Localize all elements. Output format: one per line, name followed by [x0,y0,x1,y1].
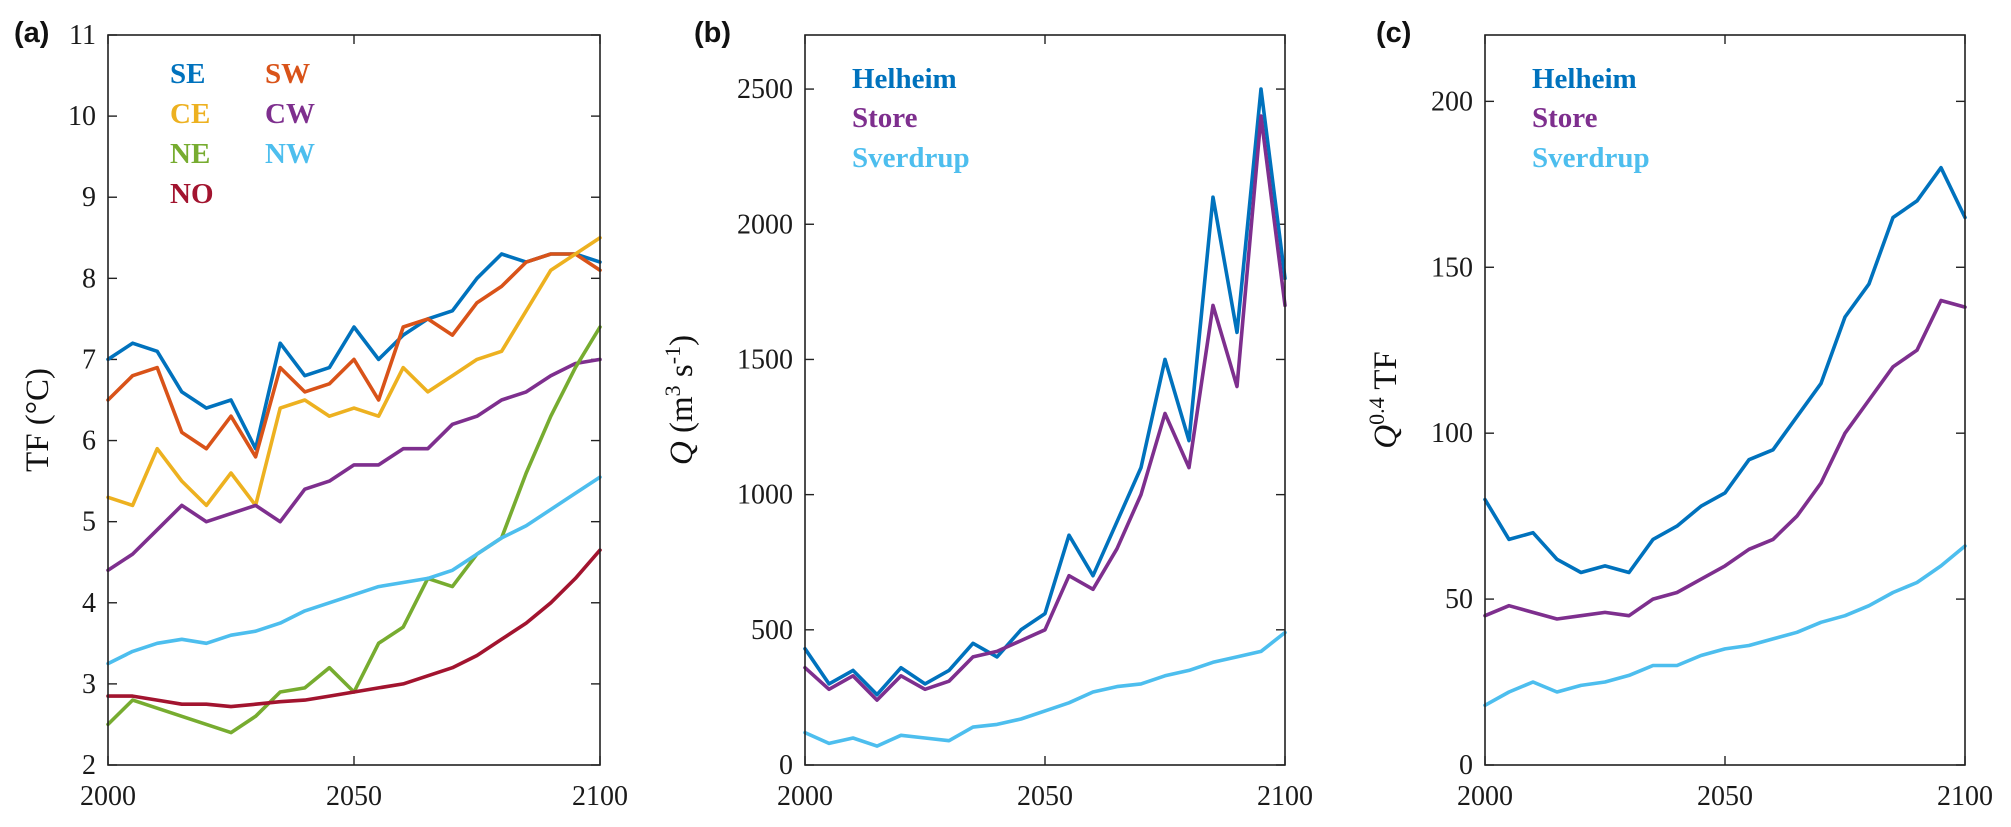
panel-b-ytick-label: 1500 [737,344,793,375]
panel-a-ytick-label: 10 [68,101,96,132]
series-line-store-c [1483,298,1967,621]
panel-c-ytick-label: 50 [1445,584,1473,615]
panel-c-ytick-label: 150 [1431,252,1473,283]
panel-b-ytick-label: 1000 [737,480,793,511]
panel-c-frame [1484,34,1966,766]
panel-b-label: (b) [694,17,731,49]
panel-c-series [1483,165,1967,708]
series-line-store-b [803,114,1287,702]
panel-b-ticks: 0 500 1000 1500 2000 2500 2000 2050 2100 [737,35,1313,812]
series-line-helheim-b [803,87,1287,697]
panel-a-ytick-label: 7 [82,344,96,375]
panel-c-ylabel: Q0.4 TF [1364,351,1404,449]
legend-cw: CW [265,98,315,130]
panel-a-ylabel: TF (°C) [20,368,56,472]
panel-c-ytick-label: 200 [1431,86,1473,117]
legend-sverdrup-b: Sverdrup [852,142,970,174]
panel-a-ytick-label: 6 [82,426,96,457]
panel-a-xtick-label: 2050 [326,781,382,812]
series-line-ne-a [106,325,602,735]
panel-b-frame [804,34,1286,766]
series-line-no-a [106,548,602,709]
series-line-sw-a [106,252,602,459]
panel-a-ytick-label: 11 [69,20,96,51]
series-line-nw-a [106,475,602,666]
legend-store-c: Store [1532,102,1598,134]
panel-c-ticks: 0 50 100 150 200 2000 2050 2100 [1431,35,1993,812]
panel-a-ytick-label: 2 [82,750,96,781]
panel-b-ytick-label: 0 [779,750,793,781]
panel-b-xtick-label: 2000 [777,781,833,812]
panel-c-ytick-label: 0 [1459,750,1473,781]
panel-a-ytick-label: 8 [82,263,96,294]
legend-store-b: Store [852,102,918,134]
panel-a-ytick-label: 9 [82,182,96,213]
panel-b-xtick-label: 2100 [1257,781,1313,812]
panel-c-xtick-label: 2050 [1697,781,1753,812]
legend-no: NO [170,178,214,210]
panel-a-label: (a) [14,17,49,49]
series-line-sverdrup-b [803,630,1287,748]
panel-c-legend: Helheim Store Sverdrup [1532,63,1650,174]
panel-a-xtick-label: 2100 [572,781,628,812]
series-line-se-a [106,252,602,451]
series-line-helheim-c [1483,165,1967,575]
panel-a-ytick-label: 5 [82,507,96,538]
panel-c-ytick-label: 100 [1431,418,1473,449]
panel-a-series [106,236,602,735]
panel-a-ticks: 2 3 4 5 6 7 8 9 10 11 2000 2050 2100 [68,20,628,812]
series-line-ce-a [106,236,602,508]
series-line-sverdrup-c [1483,544,1967,708]
panel-b-ylabel: Q (m3 s-1) [660,335,700,465]
panel-b-legend: Helheim Store Sverdrup [852,63,970,174]
series-line-cw-a [106,357,602,573]
panel-c-label: (c) [1376,17,1411,49]
panel-c: (c) Q0.4 TF 0 50 100 150 200 2000 2050 2100 Hel… [1364,17,1993,812]
legend-ce: CE [170,98,210,130]
panel-b: (b) Q (m3 s-1) 0 500 1000 1500 2000 2500 2000 2… [660,17,1313,812]
panel-b-xtick-label: 2050 [1017,781,1073,812]
panel-b-ytick-label: 2500 [737,74,793,105]
panel-a-frame [107,34,601,766]
panel-b-ytick-label: 500 [751,615,793,646]
legend-ne: NE [170,138,210,170]
panel-b-series [803,87,1287,748]
panel-a-legend: SE SW CE CW NE NW NO [170,58,315,210]
legend-nw: NW [265,138,315,170]
panel-a-ytick-label: 3 [82,669,96,700]
legend-helheim-b: Helheim [852,63,957,95]
panel-c-xtick-label: 2100 [1937,781,1993,812]
legend-sverdrup-c: Sverdrup [1532,142,1650,174]
panel-a-xtick-label: 2000 [80,781,136,812]
legend-sw: SW [265,58,310,90]
panel-c-xtick-label: 2000 [1457,781,1513,812]
panel-b-ytick-label: 2000 [737,209,793,240]
panel-a: (a) TF (°C) 2 3 4 5 6 7 8 9 10 11 2000 2050 2100 SE … [14,17,628,812]
legend-se: SE [170,58,205,90]
legend-helheim-c: Helheim [1532,63,1637,95]
panel-a-ytick-label: 4 [82,588,96,619]
